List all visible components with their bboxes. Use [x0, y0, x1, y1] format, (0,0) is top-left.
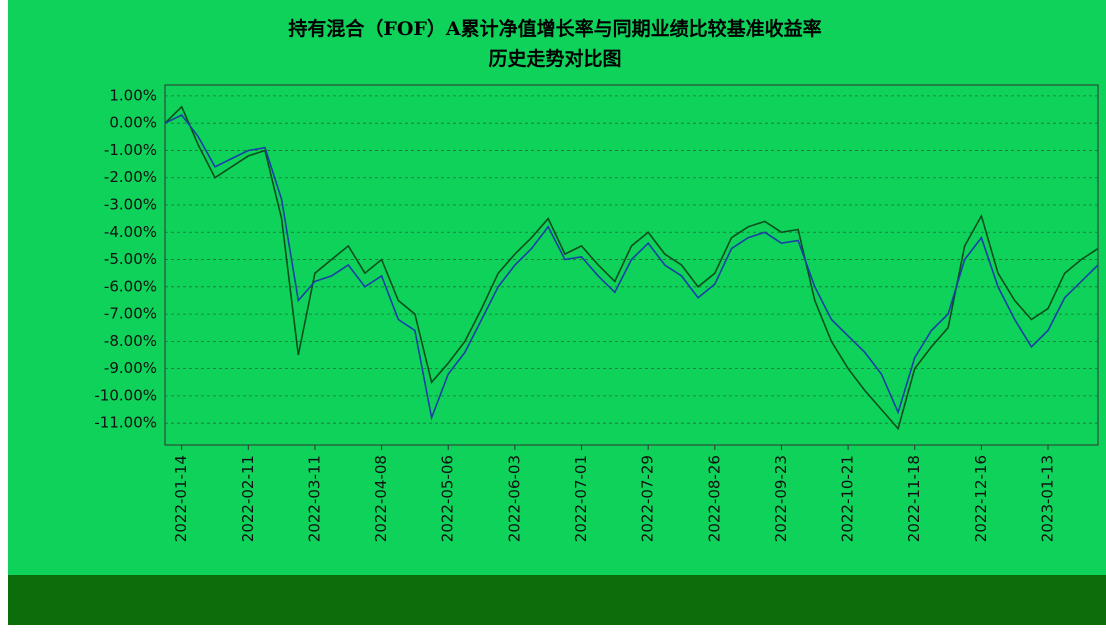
y-tick-label: -6.00%	[104, 277, 157, 295]
chart-subtitle: 历史走势对比图	[488, 47, 621, 70]
x-tick-label: 2022-06-03	[505, 455, 523, 542]
x-tick-label: 2023-01-13	[1039, 455, 1057, 542]
y-tick-label: -1.00%	[104, 141, 157, 159]
series-line	[164, 113, 1099, 421]
x-tick-label: 2022-05-06	[439, 455, 457, 542]
x-tick-label: 2022-12-16	[972, 455, 990, 542]
x-tick-label: 2022-09-23	[772, 455, 790, 542]
y-tick-label: -2.00%	[104, 168, 157, 186]
x-tick-label: 2022-01-14	[172, 455, 190, 542]
chart-title: 持有混合（FOF）A累计净值增长率与同期业绩比较基准收益率	[288, 17, 821, 40]
footer-band	[8, 575, 1106, 625]
x-tick-label: 2022-11-18	[905, 455, 923, 542]
x-tick-label: 2022-07-01	[572, 455, 590, 542]
y-tick-label: -4.00%	[104, 223, 157, 241]
x-tick-label: 2022-08-26	[705, 455, 723, 542]
y-tick-label: -9.00%	[104, 359, 157, 377]
y-tick-label: -5.00%	[104, 250, 157, 268]
x-tick-label: 2022-10-21	[839, 455, 857, 542]
y-tick-label: 1.00%	[109, 86, 157, 104]
x-tick-label: 2022-04-08	[372, 455, 390, 542]
y-tick-label: -3.00%	[104, 196, 157, 214]
x-tick-label: 2022-07-29	[639, 455, 657, 542]
x-tick-label: 2022-03-11	[305, 455, 323, 542]
y-tick-label: -11.00%	[94, 414, 157, 432]
x-tick-label: 2022-02-11	[239, 455, 257, 542]
y-tick-label: -7.00%	[104, 305, 157, 323]
y-tick-label: -8.00%	[104, 332, 157, 350]
series-line	[164, 105, 1099, 431]
y-tick-label: 0.00%	[109, 114, 157, 132]
y-tick-label: -10.00%	[94, 386, 157, 404]
